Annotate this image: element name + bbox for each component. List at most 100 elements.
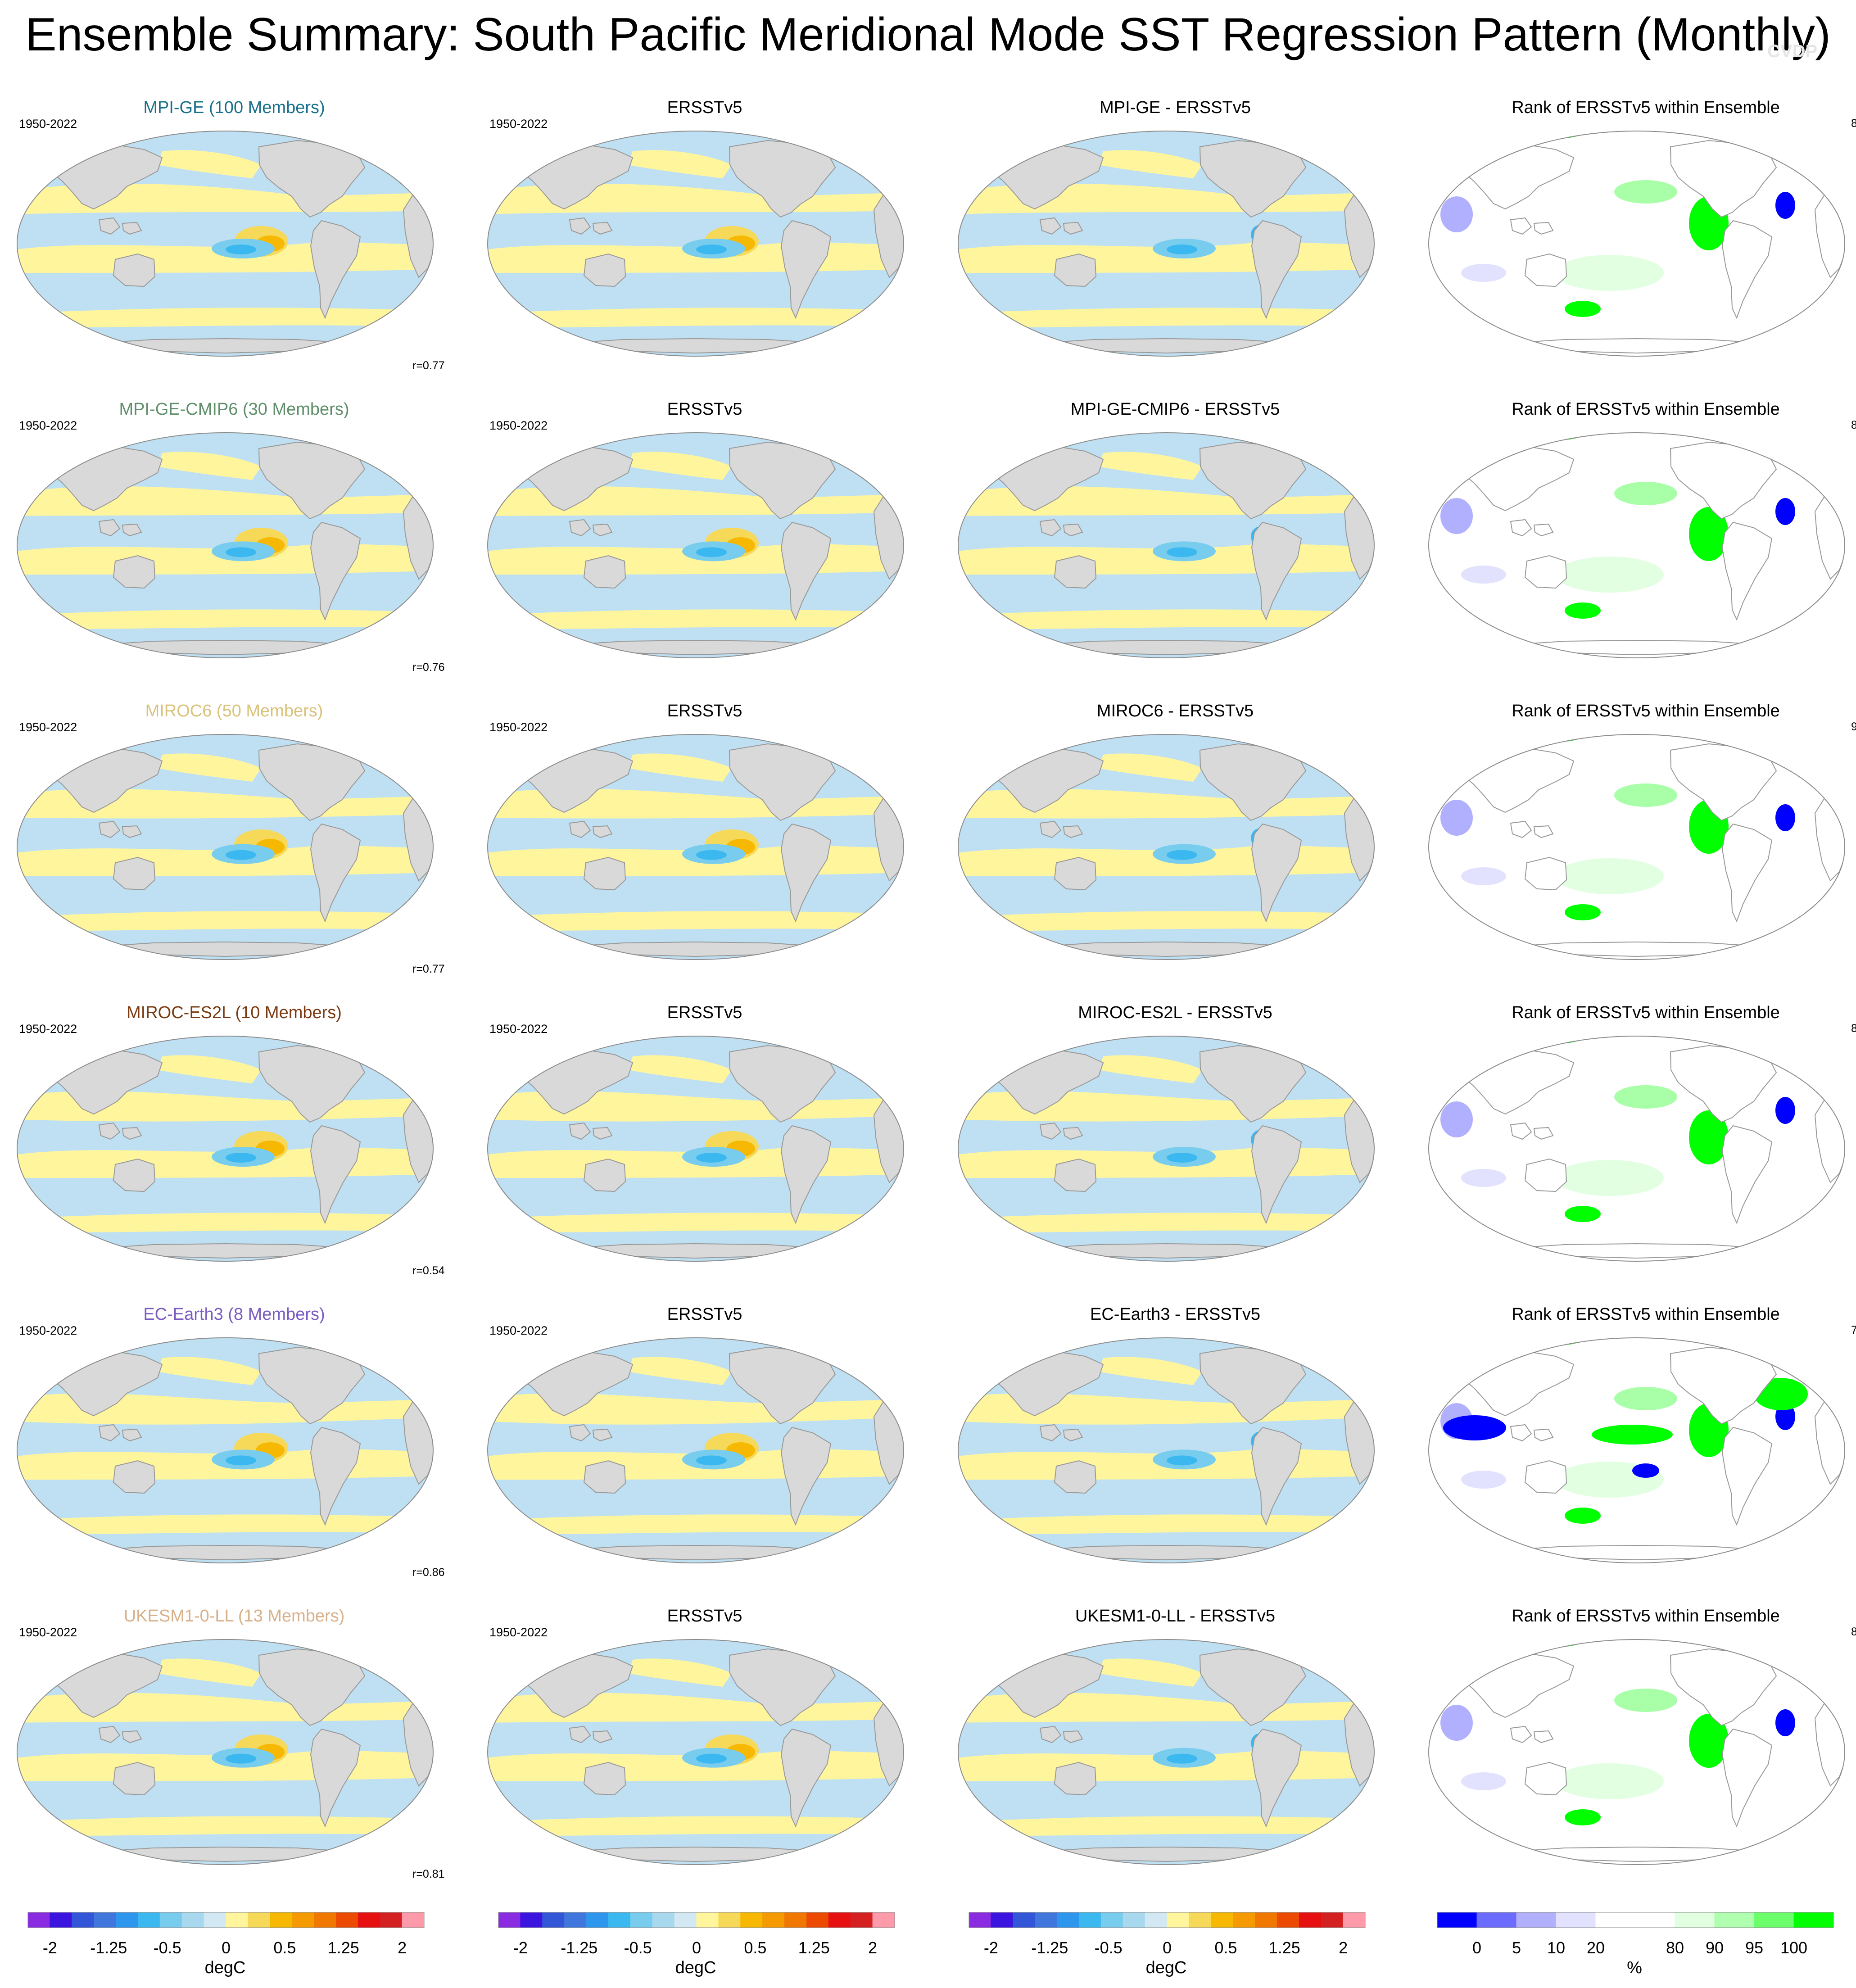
map-border (1428, 1036, 1845, 1262)
continent-antarctica (559, 639, 833, 656)
rank-high-region (1565, 1809, 1601, 1825)
colorbar-tick-label: -1.25 (1031, 1938, 1068, 1957)
panel-title: MIROC-ES2L - ERSSTv5 (1078, 1003, 1272, 1022)
colorbar-tick-label: 5 (1512, 1938, 1521, 1957)
rank-low-region (1547, 1036, 1574, 1043)
rank-low-region (1775, 192, 1795, 219)
warm-band (958, 609, 1374, 629)
warm-band (158, 1055, 261, 1083)
diff-panel: UKESM1-0-LL - ERSSTv5 (950, 1594, 1414, 1896)
cool-core (696, 547, 727, 557)
sst-map (958, 432, 1375, 658)
colorbar-swatch (181, 1912, 204, 1928)
panel-title: MPI-GE - ERSSTv5 (1100, 98, 1251, 117)
continent-greenland (376, 139, 415, 168)
panel-title: MPI-GE (100 Members) (143, 98, 325, 117)
rank-low-region (1461, 566, 1506, 584)
colorbar-swatch (872, 1912, 895, 1928)
pattern-correlation: r=0.77 (412, 963, 445, 975)
colorbar-swatch (72, 1912, 95, 1928)
period-label: 1950-2022 (489, 117, 548, 131)
rank-low-region (1775, 1709, 1795, 1736)
continent-south-america (1251, 521, 1302, 621)
colorbar-swatch (1714, 1912, 1755, 1928)
colorbar-swatch (335, 1912, 358, 1928)
continent-antarctica (1029, 941, 1303, 957)
colorbar-swatch (1321, 1912, 1344, 1928)
period-label: 1950-2022 (489, 1626, 548, 1639)
continent-antarctica (559, 338, 833, 354)
warm-band (958, 788, 1374, 819)
sst-map (17, 131, 434, 357)
colorbar-swatch (1189, 1912, 1212, 1928)
continent-antarctica (1500, 1544, 1774, 1561)
continent-antarctica (559, 1544, 833, 1561)
continent-antarctica (1500, 1243, 1774, 1259)
continent-europe-east (1838, 765, 1845, 796)
continent-greenland (376, 1647, 415, 1677)
warm-band (1099, 1357, 1202, 1385)
colorbar-tick-label: -2 (983, 1938, 998, 1957)
rank-high-region (1614, 180, 1677, 204)
map-border (487, 432, 904, 658)
warm-band (958, 1213, 1374, 1233)
rank-low-region (1775, 498, 1795, 525)
warm-band (17, 308, 433, 328)
colorbar-swatch (1516, 1912, 1557, 1928)
continent-indonesia (569, 519, 613, 537)
continent-indonesia (1039, 1122, 1083, 1140)
panel-title: EC-Earth3 (8 Members) (143, 1305, 325, 1324)
warm-band (158, 150, 261, 178)
rank-colorbar: 0 5 10 20 80 90 95 100% (1436, 1911, 1856, 1988)
continent-antarctica (559, 1846, 833, 1862)
continent-antarctica (88, 941, 362, 957)
map-border (17, 1337, 434, 1563)
continent-south-america (310, 220, 361, 319)
warm-band (17, 1213, 433, 1233)
continent-antarctica (88, 338, 362, 354)
sst-colorbar: -2 -1.25 -0.5 0 0.5 1.25 2 degC (968, 1911, 1432, 1988)
map-border (958, 432, 1375, 658)
continent-antarctica (1500, 941, 1774, 957)
diff-panel: EC-Earth3 - ERSSTv5 (950, 1292, 1414, 1594)
continent-australia (1054, 1460, 1097, 1494)
ocean-background (1429, 433, 1845, 658)
colorbar-tick-label: 1.25 (1268, 1938, 1300, 1957)
warm-band (488, 911, 904, 931)
continent-australia (113, 555, 156, 589)
diff-panel: MIROC6 - ERSSTv5 (950, 689, 1414, 991)
rank-percent: 73% (1851, 1324, 1856, 1336)
rank-high-region (1556, 858, 1664, 894)
sst-map (17, 1036, 434, 1262)
rank-low-region (1547, 433, 1574, 439)
map-border (1428, 1337, 1845, 1563)
colorbar-tick-label: 10 (1547, 1938, 1566, 1957)
warm-band (958, 1091, 1374, 1122)
cool-core (226, 245, 256, 254)
continent-indonesia (569, 1122, 613, 1140)
colorbar-frame (498, 1912, 895, 1928)
continent-australia (1054, 856, 1097, 891)
colorbar-swatch (850, 1912, 873, 1928)
continent-south-america (780, 220, 832, 319)
rank-high-region (1529, 1338, 1583, 1345)
warm-band (17, 609, 433, 629)
pattern-correlation: r=0.54 (412, 1264, 445, 1277)
continent-indonesia (569, 1424, 613, 1442)
colorbar-swatch (1255, 1912, 1277, 1928)
colorbar-swatch (1793, 1912, 1834, 1928)
continent-south-america (1721, 521, 1773, 621)
map-border (1428, 131, 1845, 357)
continent-antarctica (559, 1243, 833, 1259)
sst-map (17, 1639, 434, 1865)
colorbar-frame (1437, 1912, 1834, 1928)
colorbar-swatch (608, 1912, 631, 1928)
colorbar-tick-label: -0.5 (1094, 1938, 1123, 1957)
colorbar-tick-label: -0.5 (624, 1938, 652, 1957)
colorbar-swatch (204, 1912, 226, 1928)
colorbar-tick-label: 0.5 (1214, 1938, 1237, 1957)
colorbar-swatch (226, 1912, 249, 1928)
warm-band (17, 1393, 433, 1425)
warm-band (628, 150, 732, 178)
map-border (1428, 734, 1845, 960)
